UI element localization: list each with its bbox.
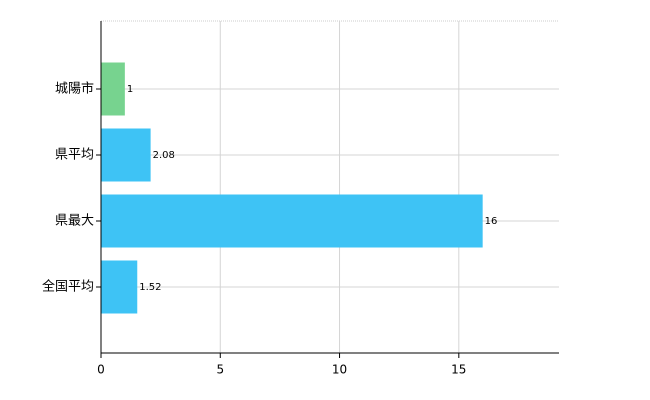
bar bbox=[101, 194, 483, 248]
y-tick-label: 全国平均 bbox=[42, 279, 94, 295]
bar bbox=[101, 62, 125, 116]
y-tick-label: 県平均 bbox=[55, 148, 94, 163]
bar bbox=[101, 128, 151, 182]
y-tick-label: 県最大 bbox=[55, 214, 94, 229]
x-tick-label: 0 bbox=[97, 363, 105, 377]
y-tick-label: 城陽市 bbox=[55, 81, 94, 97]
value-label: 1 bbox=[127, 84, 133, 95]
value-label: 16 bbox=[485, 216, 498, 227]
x-tick-label: 15 bbox=[451, 363, 466, 377]
bar bbox=[101, 260, 138, 314]
x-tick-label: 10 bbox=[332, 363, 347, 377]
x-tick-label: 5 bbox=[216, 363, 224, 377]
value-label: 1.52 bbox=[139, 282, 161, 293]
value-label: 2.08 bbox=[153, 150, 175, 161]
